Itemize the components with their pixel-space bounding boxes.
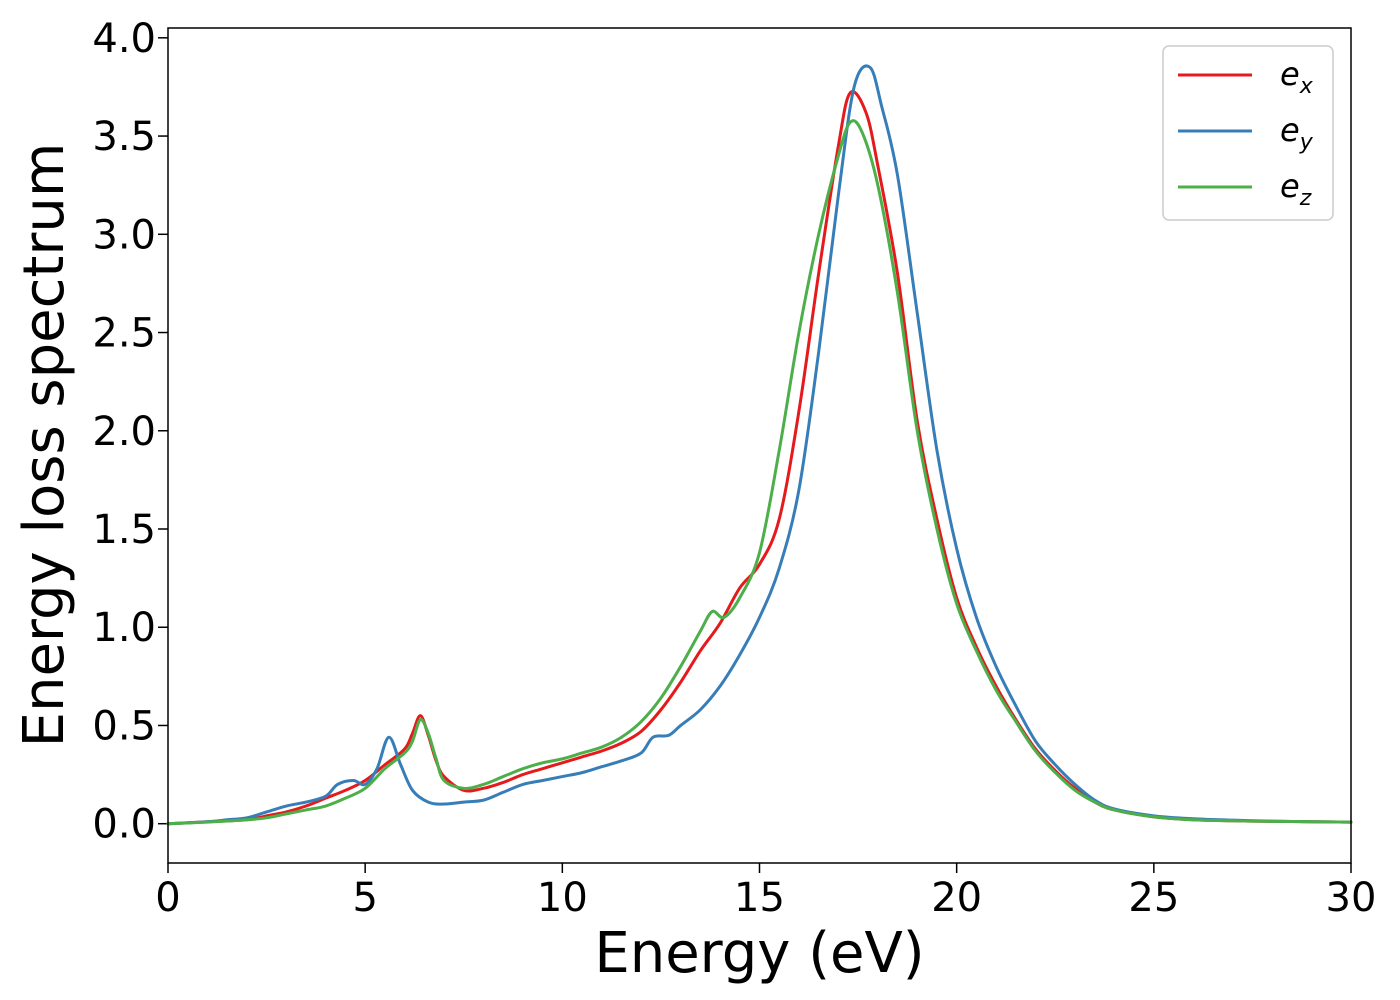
series-line-y: [166, 64, 1353, 826]
legend-label-base: e: [1280, 55, 1300, 93]
legend-box: [1162, 45, 1334, 221]
legend-label-sub: y: [1299, 130, 1314, 155]
legend-label-sub: x: [1299, 74, 1314, 99]
x-tick-label: 5: [352, 875, 377, 921]
x-tick-label: 30: [1326, 875, 1377, 921]
x-axis-ticks: 0 5 10 15 20 25 30: [155, 863, 1376, 921]
x-tick-label: 20: [931, 875, 982, 921]
y-tick-label: 1.0: [92, 605, 156, 651]
y-axis-ticks: 0.0 0.5 1.0 1.5 2.0 2.5 3.0 3.5 4.0: [92, 16, 168, 848]
x-tick-label: 15: [734, 875, 785, 921]
series-lines: [166, 64, 1353, 826]
legend-label-sub: z: [1299, 186, 1312, 211]
y-axis-title: Energy loss spectrum: [12, 143, 77, 748]
x-axis-title: Energy (eV): [594, 921, 924, 986]
legend-label-base: e: [1280, 111, 1300, 149]
series-line-z: [166, 119, 1353, 826]
legend-label-z: ez: [1280, 167, 1312, 211]
legend-label-y: ey: [1280, 111, 1314, 155]
legend-label-base: e: [1280, 167, 1300, 205]
x-tick-label: 0: [155, 875, 180, 921]
y-tick-label: 1.5: [92, 507, 156, 553]
x-tick-label: 10: [537, 875, 588, 921]
y-tick-label: 4.0: [92, 16, 156, 62]
y-tick-label: 0.5: [92, 703, 156, 749]
y-tick-label: 0.0: [92, 802, 156, 848]
legend-label-x: ex: [1280, 55, 1314, 99]
y-tick-label: 2.5: [92, 311, 156, 357]
plot-frame: [167, 27, 1352, 864]
plot-area: [168, 28, 1351, 863]
y-tick-label: 2.0: [92, 409, 156, 455]
y-tick-label: 3.5: [92, 114, 156, 160]
y-tick-label: 3.0: [92, 212, 156, 258]
x-tick-label: 25: [1128, 875, 1179, 921]
